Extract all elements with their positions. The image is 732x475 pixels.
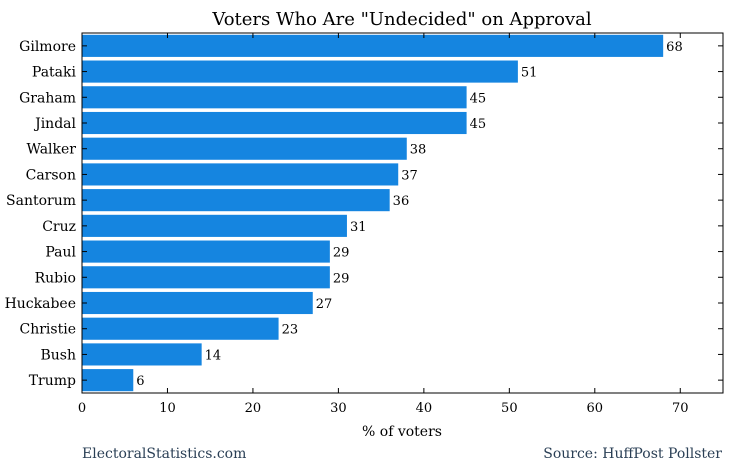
chart-title: Voters Who Are "Undecided" on Approval [211, 9, 592, 30]
bars-layer [82, 34, 664, 392]
bar-trump [82, 369, 134, 392]
bar-pataki [82, 60, 518, 83]
value-label: 23 [282, 323, 299, 338]
bar-gilmore [82, 34, 664, 57]
value-label: 37 [401, 168, 418, 183]
bar-rubio [82, 266, 330, 289]
x-tick-label: 30 [330, 401, 347, 416]
category-label: Huckabee [5, 296, 76, 312]
bar-carson [82, 163, 399, 186]
category-label: Bush [40, 347, 76, 363]
category-label: Rubio [35, 270, 76, 286]
footer-site: ElectoralStatistics.com [82, 446, 247, 462]
value-label: 38 [410, 143, 427, 158]
value-label: 6 [136, 374, 144, 389]
bar-huckabee [82, 291, 313, 315]
bar-graham [82, 86, 467, 109]
bar-cruz [82, 214, 347, 237]
category-label: Cruz [42, 219, 76, 235]
value-label: 45 [470, 91, 487, 106]
bar-jindal [82, 111, 467, 135]
x-tick-label: 0 [78, 401, 86, 416]
bar-bush [82, 343, 202, 366]
bar-paul [82, 240, 330, 263]
category-label: Gilmore [19, 39, 76, 55]
value-label: 27 [316, 297, 333, 312]
x-tick-label: 20 [245, 401, 262, 416]
category-label: Christie [20, 322, 76, 338]
category-labels: Gilmore Pataki Graham Jindal Walker Carson San… [5, 39, 77, 389]
plot-frame [81, 32, 724, 394]
footer-source: Source: HuffPost Pollster [543, 446, 722, 462]
axes: 0 10 20 30 40 50 60 70 [78, 32, 724, 416]
category-label: Graham [19, 90, 76, 106]
category-label: Trump [29, 373, 76, 389]
value-label: 36 [393, 194, 410, 209]
value-label: 14 [205, 348, 222, 363]
value-label: 45 [470, 117, 487, 132]
value-label: 68 [666, 40, 683, 55]
x-tick-label: 10 [159, 401, 176, 416]
x-tick-label: 50 [501, 401, 518, 416]
value-label: 51 [521, 66, 538, 81]
value-label: 29 [333, 271, 350, 286]
x-tick-label: 60 [587, 401, 604, 416]
x-tick-label: 70 [672, 401, 689, 416]
category-label: Santorum [6, 193, 76, 209]
category-label: Carson [26, 167, 76, 183]
value-label: 31 [350, 220, 367, 235]
category-label: Jindal [33, 116, 76, 132]
x-tick-label: 40 [416, 401, 433, 416]
bar-walker [82, 137, 407, 160]
bar-christie [82, 317, 279, 340]
x-axis-label: % of voters [362, 424, 442, 440]
category-label: Walker [27, 142, 77, 158]
value-label: 29 [333, 246, 350, 261]
category-label: Pataki [32, 65, 77, 81]
category-label: Paul [45, 245, 76, 261]
bar-santorum [82, 189, 390, 212]
